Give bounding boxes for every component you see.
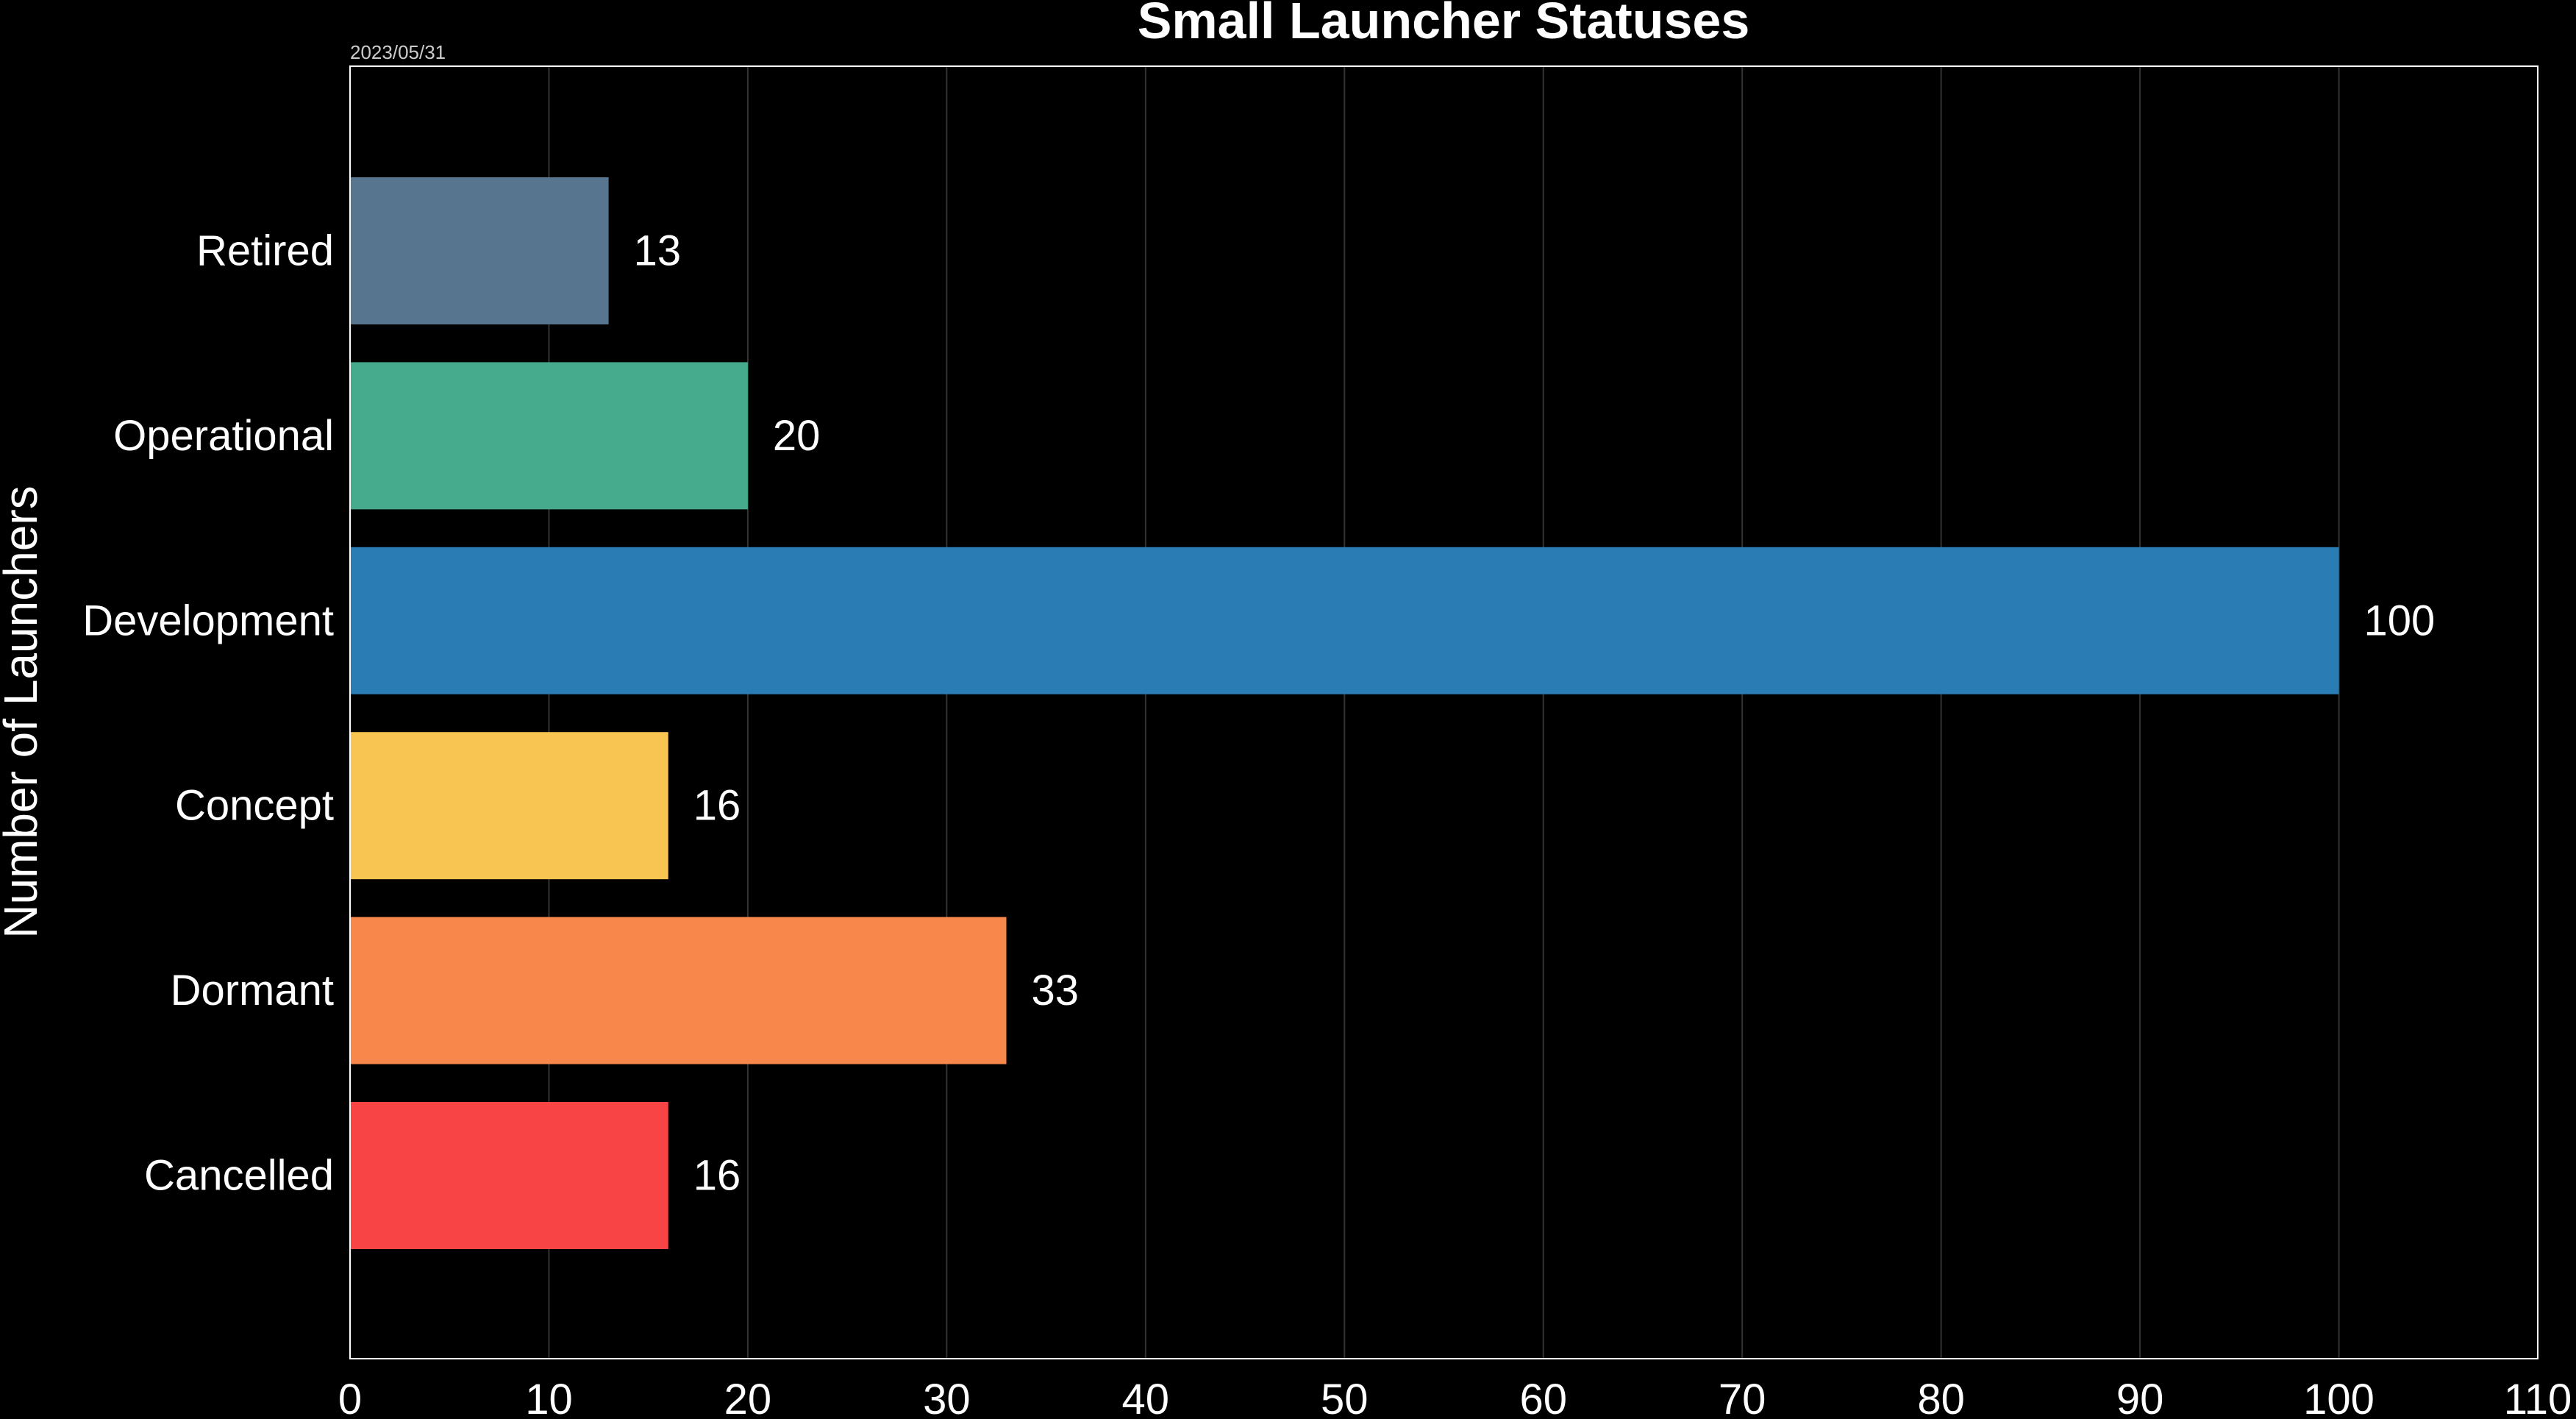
grid-lines bbox=[548, 66, 2340, 1359]
data-label-dormant: 33 bbox=[1032, 967, 1080, 1014]
category-label-operational: Operational bbox=[113, 412, 334, 460]
data-label-retired: 13 bbox=[634, 227, 682, 275]
chart-date: 2023/05/31 bbox=[350, 41, 446, 63]
x-tick-label-80: 80 bbox=[1917, 1376, 1965, 1419]
bar-retired bbox=[350, 177, 609, 324]
x-tick-label-10: 10 bbox=[525, 1376, 573, 1419]
chart-title: Small Launcher Statuses bbox=[1138, 0, 1750, 49]
bar-concept bbox=[350, 732, 668, 880]
data-label-cancelled: 16 bbox=[693, 1152, 741, 1200]
x-tick-label-30: 30 bbox=[923, 1376, 971, 1419]
category-label-development: Development bbox=[82, 597, 334, 644]
x-tick-label-100: 100 bbox=[2303, 1376, 2375, 1419]
category-label-concept: Concept bbox=[175, 782, 334, 830]
data-label-operational: 20 bbox=[773, 412, 821, 460]
data-label-development: 100 bbox=[2364, 597, 2436, 644]
bar-operational bbox=[350, 362, 748, 510]
x-tick-label-40: 40 bbox=[1122, 1376, 1170, 1419]
bars bbox=[350, 177, 2339, 1249]
x-tick-label-20: 20 bbox=[724, 1376, 772, 1419]
category-label-retired: Retired bbox=[196, 227, 334, 275]
x-tick-label-90: 90 bbox=[2116, 1376, 2164, 1419]
x-tick-label-60: 60 bbox=[1519, 1376, 1567, 1419]
x-tick-label-0: 0 bbox=[338, 1376, 362, 1419]
y-axis-label: Number of Launchers bbox=[0, 486, 47, 938]
plot-frame bbox=[349, 65, 2538, 1359]
category-label-cancelled: Cancelled bbox=[144, 1152, 334, 1200]
x-tick-label-110: 110 bbox=[2504, 1376, 2572, 1419]
data-label-concept: 16 bbox=[693, 782, 741, 830]
x-tick-label-50: 50 bbox=[1321, 1376, 1369, 1419]
category-label-dormant: Dormant bbox=[171, 967, 334, 1014]
bar-dormant bbox=[350, 917, 1007, 1064]
data-labels: 13 20 100 16 33 16 bbox=[634, 227, 2436, 1200]
x-tick-label-70: 70 bbox=[1719, 1376, 1766, 1419]
category-labels: Retired Operational Development Concept Dorm… bbox=[82, 227, 334, 1200]
x-tick-labels: 0 10 20 30 40 50 60 70 80 90 100 110 bbox=[338, 1376, 2572, 1419]
bar-cancelled bbox=[350, 1102, 668, 1249]
bar-development bbox=[350, 547, 2339, 694]
